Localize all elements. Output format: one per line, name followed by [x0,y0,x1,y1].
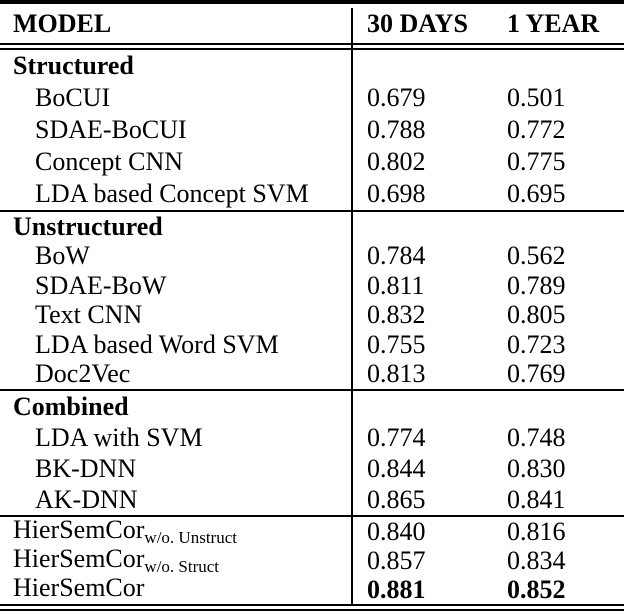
table-row: LDA based Word SVM 0.755 0.723 [0,330,624,360]
value-1year: 0.841 [507,484,566,514]
value-1year: 0.695 [507,179,566,208]
model-name: Concept CNN [35,147,184,176]
column-header-model: MODEL [13,8,112,38]
value-30days: 0.857 [367,545,426,575]
value-30days: 0.865 [367,484,426,514]
value-1year: 0.723 [507,329,566,359]
model-name: LDA based Concept SVM [35,179,309,208]
section-label: Unstructured [13,211,163,241]
value-30days: 0.755 [367,329,426,359]
table-row: Concept CNN 0.802 0.775 [0,146,624,178]
value-1year: 0.775 [507,147,566,176]
model-name: HierSemCor [0,575,352,604]
table-row: SDAE-BoCUI 0.788 0.772 [0,114,624,146]
table-row: Doc2Vec 0.813 0.769 [0,360,624,390]
section-header-structured: Structured [0,50,624,82]
column-header-1year: 1 YEAR [507,8,600,38]
value-1year: 0.834 [507,545,566,575]
value-30days: 0.844 [367,453,426,483]
section-combined: Combined LDA with SVM 0.774 0.748 BK-DNN… [0,391,624,515]
top-rule [0,0,624,4]
model-name: BK-DNN [35,453,137,483]
column-header-30days: 30 DAYS [367,8,468,38]
model-name: Doc2Vec [35,359,131,389]
model-name: BoCUI [35,83,111,112]
value-30days: 0.698 [367,179,426,208]
section-unstructured: Unstructured BoW 0.784 0.562 SDAE-BoW 0.… [0,212,624,389]
value-1year: 0.501 [507,83,566,112]
table-row: BK-DNN 0.844 0.830 [0,453,624,484]
column-divider-line [351,8,353,604]
value-1year: 0.805 [507,300,566,330]
model-name: SDAE-BoCUI [35,115,187,144]
model-subscript: w/o. Struct [144,557,220,576]
value-30days: 0.679 [367,83,426,112]
value-30days: 0.840 [367,516,426,546]
model-subscript: w/o. Unstruct [144,528,237,547]
table-header-row: MODEL 30 DAYS 1 YEAR [0,4,624,43]
table-row: LDA with SVM 0.774 0.748 [0,422,624,453]
section-structured: Structured BoCUI 0.679 0.501 SDAE-BoCUI … [0,50,624,210]
table-row: SDAE-BoW 0.811 0.789 [0,271,624,301]
bottom-rule [0,604,624,611]
value-30days: 0.802 [367,147,426,176]
table-row-best: HierSemCor 0.881 0.852 [0,575,624,604]
section-separator-rule [0,210,624,212]
value-1year: 0.789 [507,270,566,300]
section-separator-rule [0,515,624,517]
section-label: Combined [13,391,129,421]
table-row: LDA based Concept SVM 0.698 0.695 [0,178,624,210]
section-header-unstructured: Unstructured [0,212,624,242]
value-1year: 0.772 [507,115,566,144]
table-row: AK-DNN 0.865 0.841 [0,484,624,515]
section-header-combined: Combined [0,391,624,422]
value-30days: 0.784 [367,241,426,271]
model-name-main: HierSemCor [13,573,145,602]
value-30days: 0.832 [367,300,426,330]
table-row: HierSemCorw/o. Unstruct 0.840 0.816 [0,515,624,547]
model-name: HierSemCorw/o. Unstruct [0,515,352,547]
model-name-main: HierSemCor [13,515,145,544]
value-1year: 0.769 [507,359,566,389]
model-name: AK-DNN [35,484,138,514]
value-30days: 0.811 [367,270,425,300]
model-name-main: HierSemCor [13,544,145,573]
table-row: Text CNN 0.832 0.805 [0,301,624,331]
value-1year: 0.852 [507,574,566,604]
value-1year: 0.830 [507,453,566,483]
model-name: SDAE-BoW [35,270,167,300]
model-name: LDA with SVM [35,422,203,452]
value-30days: 0.788 [367,115,426,144]
section-separator-rule [0,389,624,391]
value-30days: 0.881 [367,574,426,604]
header-separator-rule [0,43,624,50]
table-row: HierSemCorw/o. Struct 0.857 0.834 [0,544,624,576]
model-name: BoW [35,241,90,271]
value-30days: 0.774 [367,422,426,452]
model-name: Text CNN [35,300,143,330]
table-row: BoCUI 0.679 0.501 [0,82,624,114]
summary-rows: HierSemCorw/o. Unstruct 0.840 0.816 Hier… [0,517,624,604]
value-1year: 0.748 [507,422,566,452]
value-30days: 0.813 [367,359,426,389]
value-1year: 0.562 [507,241,566,271]
model-name: LDA based Word SVM [35,329,279,359]
section-label: Structured [13,51,134,80]
model-name: HierSemCorw/o. Struct [0,544,352,576]
table-row: BoW 0.784 0.562 [0,242,624,272]
value-1year: 0.816 [507,516,566,546]
